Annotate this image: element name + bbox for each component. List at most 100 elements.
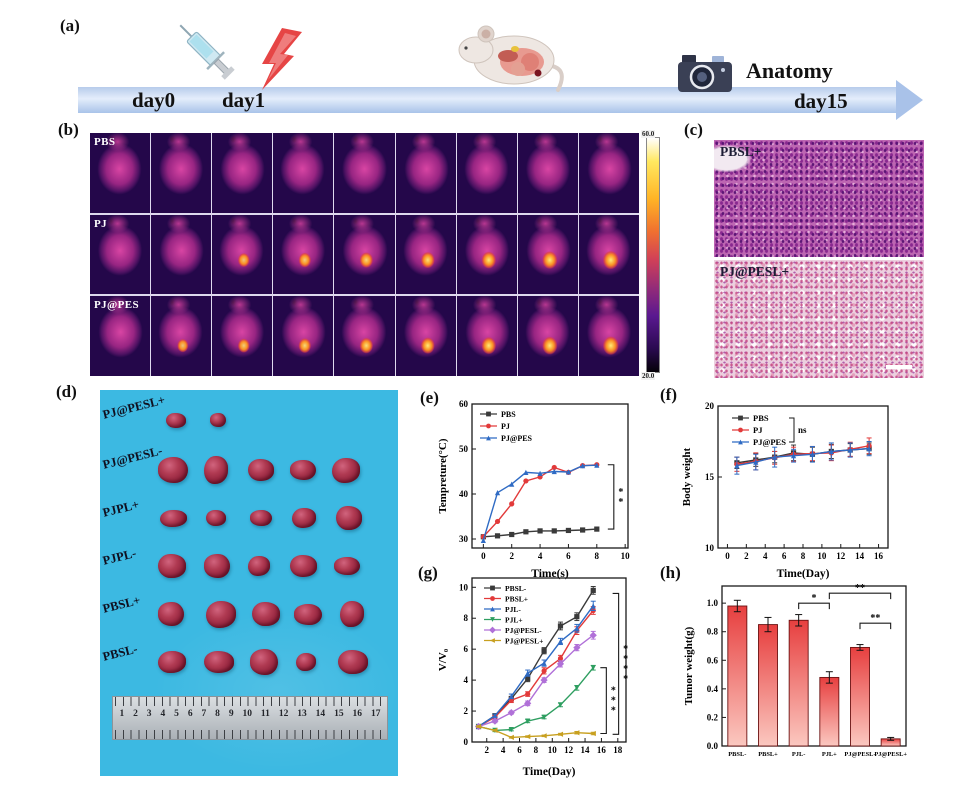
- svg-text:*: *: [623, 674, 628, 685]
- thermal-cell: [517, 214, 578, 295]
- tumor: [250, 510, 272, 526]
- svg-text:2: 2: [509, 551, 514, 561]
- chart-body-weight: 0 2 4 6 8 10 12 14 16 10 15 20 Time(Day) Body weight P…: [681, 401, 889, 580]
- thermal-row-label: PJ: [94, 217, 108, 230]
- svg-text:PBS: PBS: [753, 413, 769, 423]
- tumor-row-label: PJPL+: [101, 497, 141, 520]
- ruler-number: 13: [297, 709, 307, 719]
- tumor: [158, 651, 186, 673]
- thermal-cell: [212, 296, 273, 376]
- svg-text:PBSL+: PBSL+: [505, 595, 528, 604]
- svg-text:*: *: [623, 654, 628, 665]
- svg-text:0.6: 0.6: [707, 655, 719, 665]
- tumor: [204, 651, 234, 673]
- colorbar-max-label: 60.0: [641, 130, 656, 138]
- thermal-cell: [334, 296, 395, 376]
- laser-bolt-icon: [262, 28, 302, 90]
- thermal-cell: [151, 296, 212, 376]
- tumor-row-label: PBSL-: [101, 641, 139, 664]
- svg-text:6: 6: [517, 745, 522, 755]
- svg-text:PJ@PESL+: PJ@PESL+: [505, 637, 543, 646]
- thermal-cell: [395, 296, 456, 376]
- tumor: [206, 510, 226, 526]
- svg-text:0.2: 0.2: [707, 712, 719, 722]
- timeline-arrow: [78, 87, 896, 113]
- panel-d-label: (d): [56, 382, 77, 401]
- thermal-colorbar: [646, 137, 660, 373]
- tumor: [204, 554, 230, 578]
- tumor: [290, 555, 317, 577]
- thermal-row-label: PJ@PES: [94, 299, 140, 312]
- tumor: [158, 602, 184, 626]
- svg-text:1.0: 1.0: [707, 598, 719, 608]
- tumor: [290, 460, 316, 480]
- ruler-number: 14: [315, 709, 326, 719]
- thermal-cell: [456, 133, 517, 213]
- ruler-number: 11: [260, 709, 270, 719]
- timeline-day15-label: day15: [794, 89, 848, 113]
- svg-text:PJ@PESL-: PJ@PESL-: [505, 626, 542, 635]
- tumor-row-label: PJPL-: [101, 545, 138, 568]
- tumor: [248, 459, 274, 481]
- thermal-cell: [395, 214, 456, 295]
- svg-text:6: 6: [782, 551, 787, 561]
- panel-c-label: (c): [684, 120, 703, 139]
- svg-text:10: 10: [705, 543, 715, 553]
- svg-text:Time(Day): Time(Day): [523, 766, 576, 778]
- thermal-cell: [212, 133, 273, 213]
- svg-text:4: 4: [763, 551, 768, 561]
- chart-temperature: 0 2 4 6 8 10 30 40 50 60 Time(s) Tempreture(°C) PBS P…: [437, 399, 630, 580]
- thermal-cell: [456, 214, 517, 295]
- histology-label: PBSL+: [720, 144, 762, 159]
- thermal-cell: [517, 296, 578, 376]
- timeline-anatomy-label: Anatomy: [746, 58, 833, 83]
- svg-text:PJ@PESL+: PJ@PESL+: [874, 751, 907, 758]
- mouse-anatomy-icon: [458, 25, 564, 92]
- svg-text:20: 20: [705, 401, 715, 411]
- histology-image-pjpesl: PJ@PESL+: [714, 260, 924, 378]
- tumor: [332, 457, 360, 483]
- svg-text:PJL+: PJL+: [822, 751, 837, 758]
- timeline-day0-label: day0: [132, 88, 176, 112]
- svg-text:14: 14: [581, 745, 591, 755]
- svg-text:ns: ns: [798, 425, 807, 435]
- tumor: [160, 509, 187, 527]
- svg-text:PBSL+: PBSL+: [758, 751, 778, 758]
- thermal-cell: [273, 133, 334, 213]
- svg-text:4: 4: [501, 745, 506, 755]
- tumor: [248, 556, 270, 576]
- ruler-number: 8: [215, 709, 220, 719]
- ruler-number: 5: [174, 709, 179, 719]
- tumor: [252, 602, 280, 626]
- svg-text:Body weight: Body weight: [681, 447, 693, 506]
- svg-text:40: 40: [459, 489, 469, 499]
- svg-text:10: 10: [459, 582, 469, 592]
- ruler-number: 4: [160, 709, 166, 719]
- ruler-number: 7: [201, 709, 207, 719]
- svg-text:*: *: [618, 487, 623, 498]
- svg-text:PJ: PJ: [501, 422, 510, 431]
- ruler-ticks: [115, 730, 385, 739]
- timeline-arrowhead-icon: [896, 80, 923, 120]
- svg-text:2: 2: [484, 745, 489, 755]
- thermal-cell: [212, 214, 273, 295]
- ruler-number: 6: [187, 709, 193, 719]
- svg-text:*: *: [623, 664, 628, 675]
- tumor: [204, 456, 228, 484]
- svg-text:0.8: 0.8: [707, 627, 719, 637]
- ruler-number: 2: [133, 709, 138, 719]
- thermal-cell: [273, 214, 334, 295]
- tumor-photo: 1 2 3 4 5 6 7 8 9 10 11 12 13 14 15 16 17 PJ@PESL+ PJ@PES…: [100, 390, 398, 776]
- tumor: [338, 650, 368, 674]
- panel-h-label: (h): [660, 563, 681, 582]
- panel-a-label: (a): [60, 16, 80, 35]
- tumor: [158, 554, 186, 578]
- svg-text:16: 16: [874, 551, 884, 561]
- tumor-row-label: PBSL+: [101, 592, 142, 616]
- tumor: [296, 653, 316, 671]
- panel-f-label: (f): [660, 385, 677, 404]
- svg-text:PJL-: PJL-: [505, 605, 521, 614]
- tumor: [250, 649, 278, 675]
- thermal-cell: [334, 133, 395, 213]
